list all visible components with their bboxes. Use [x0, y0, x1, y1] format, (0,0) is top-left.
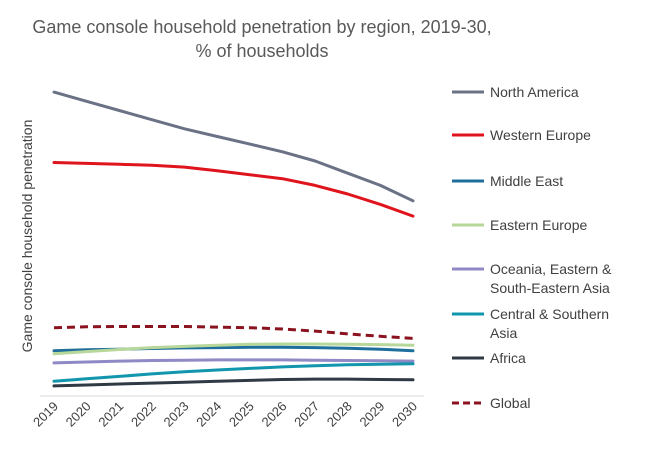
x-tick-label: 2020: [63, 399, 94, 430]
x-tick-label: 2021: [95, 399, 126, 430]
legend-label: Africa: [490, 350, 526, 366]
x-tick-label: 2028: [324, 399, 355, 430]
x-tick-label: 2019: [30, 399, 61, 430]
x-tick-label: 2030: [389, 399, 420, 430]
series-line-oceania-eastern-and-south-eastern-asia: [52, 358, 415, 365]
series-line-eastern-europe: [52, 342, 415, 356]
x-tick-label: 2022: [128, 399, 159, 430]
legend-label: Global: [490, 395, 530, 411]
x-tick-label: 2029: [356, 399, 387, 430]
legend-label: Western Europe: [490, 127, 591, 143]
legend-item-western-europe: Western Europe: [452, 127, 591, 143]
legend-item-africa: Africa: [452, 350, 526, 366]
x-tick-label: 2025: [226, 399, 257, 430]
y-axis-label: Game console household penetration: [19, 120, 35, 353]
series-line-north-america: [52, 90, 415, 203]
x-tick-labels: 2019 2020 2021 2022 2023 2024 2025 2026 2027 2028…: [30, 399, 420, 430]
legend-item-middle-east: Middle East: [452, 173, 563, 189]
x-tick-label: 2026: [259, 399, 290, 430]
chart-title: Game console household penetration by re…: [32, 17, 491, 37]
x-tick-label: 2024: [193, 399, 224, 430]
series-lines: [52, 90, 415, 388]
legend: North America Western Europe Middle East Ea…: [452, 84, 612, 411]
legend-item-north-america: North America: [452, 84, 579, 100]
legend-item-central-and-southern-asia: Central & Southern Asia: [452, 306, 609, 341]
series-line-global: [53, 325, 414, 340]
series-line-africa: [52, 377, 415, 388]
x-tick-label: 2027: [291, 399, 322, 430]
series-line-central-and-southern-asia: [52, 362, 415, 383]
chart-subtitle: % of households: [195, 41, 328, 61]
legend-item-global: Global: [452, 395, 530, 411]
legend-label: North America: [490, 84, 579, 100]
legend-label: Middle East: [490, 173, 563, 189]
legend-label: Eastern Europe: [490, 217, 587, 233]
legend-label: Oceania, Eastern & South-Eastern Asia: [490, 261, 612, 296]
x-tick-label: 2023: [161, 399, 192, 430]
series-line-western-europe: [52, 161, 415, 218]
legend-item-eastern-europe: Eastern Europe: [452, 217, 587, 233]
legend-label: Central & Southern Asia: [490, 306, 609, 341]
legend-item-oceania-eastern-and-south-eastern-asia: Oceania, Eastern & South-Eastern Asia: [452, 261, 612, 296]
